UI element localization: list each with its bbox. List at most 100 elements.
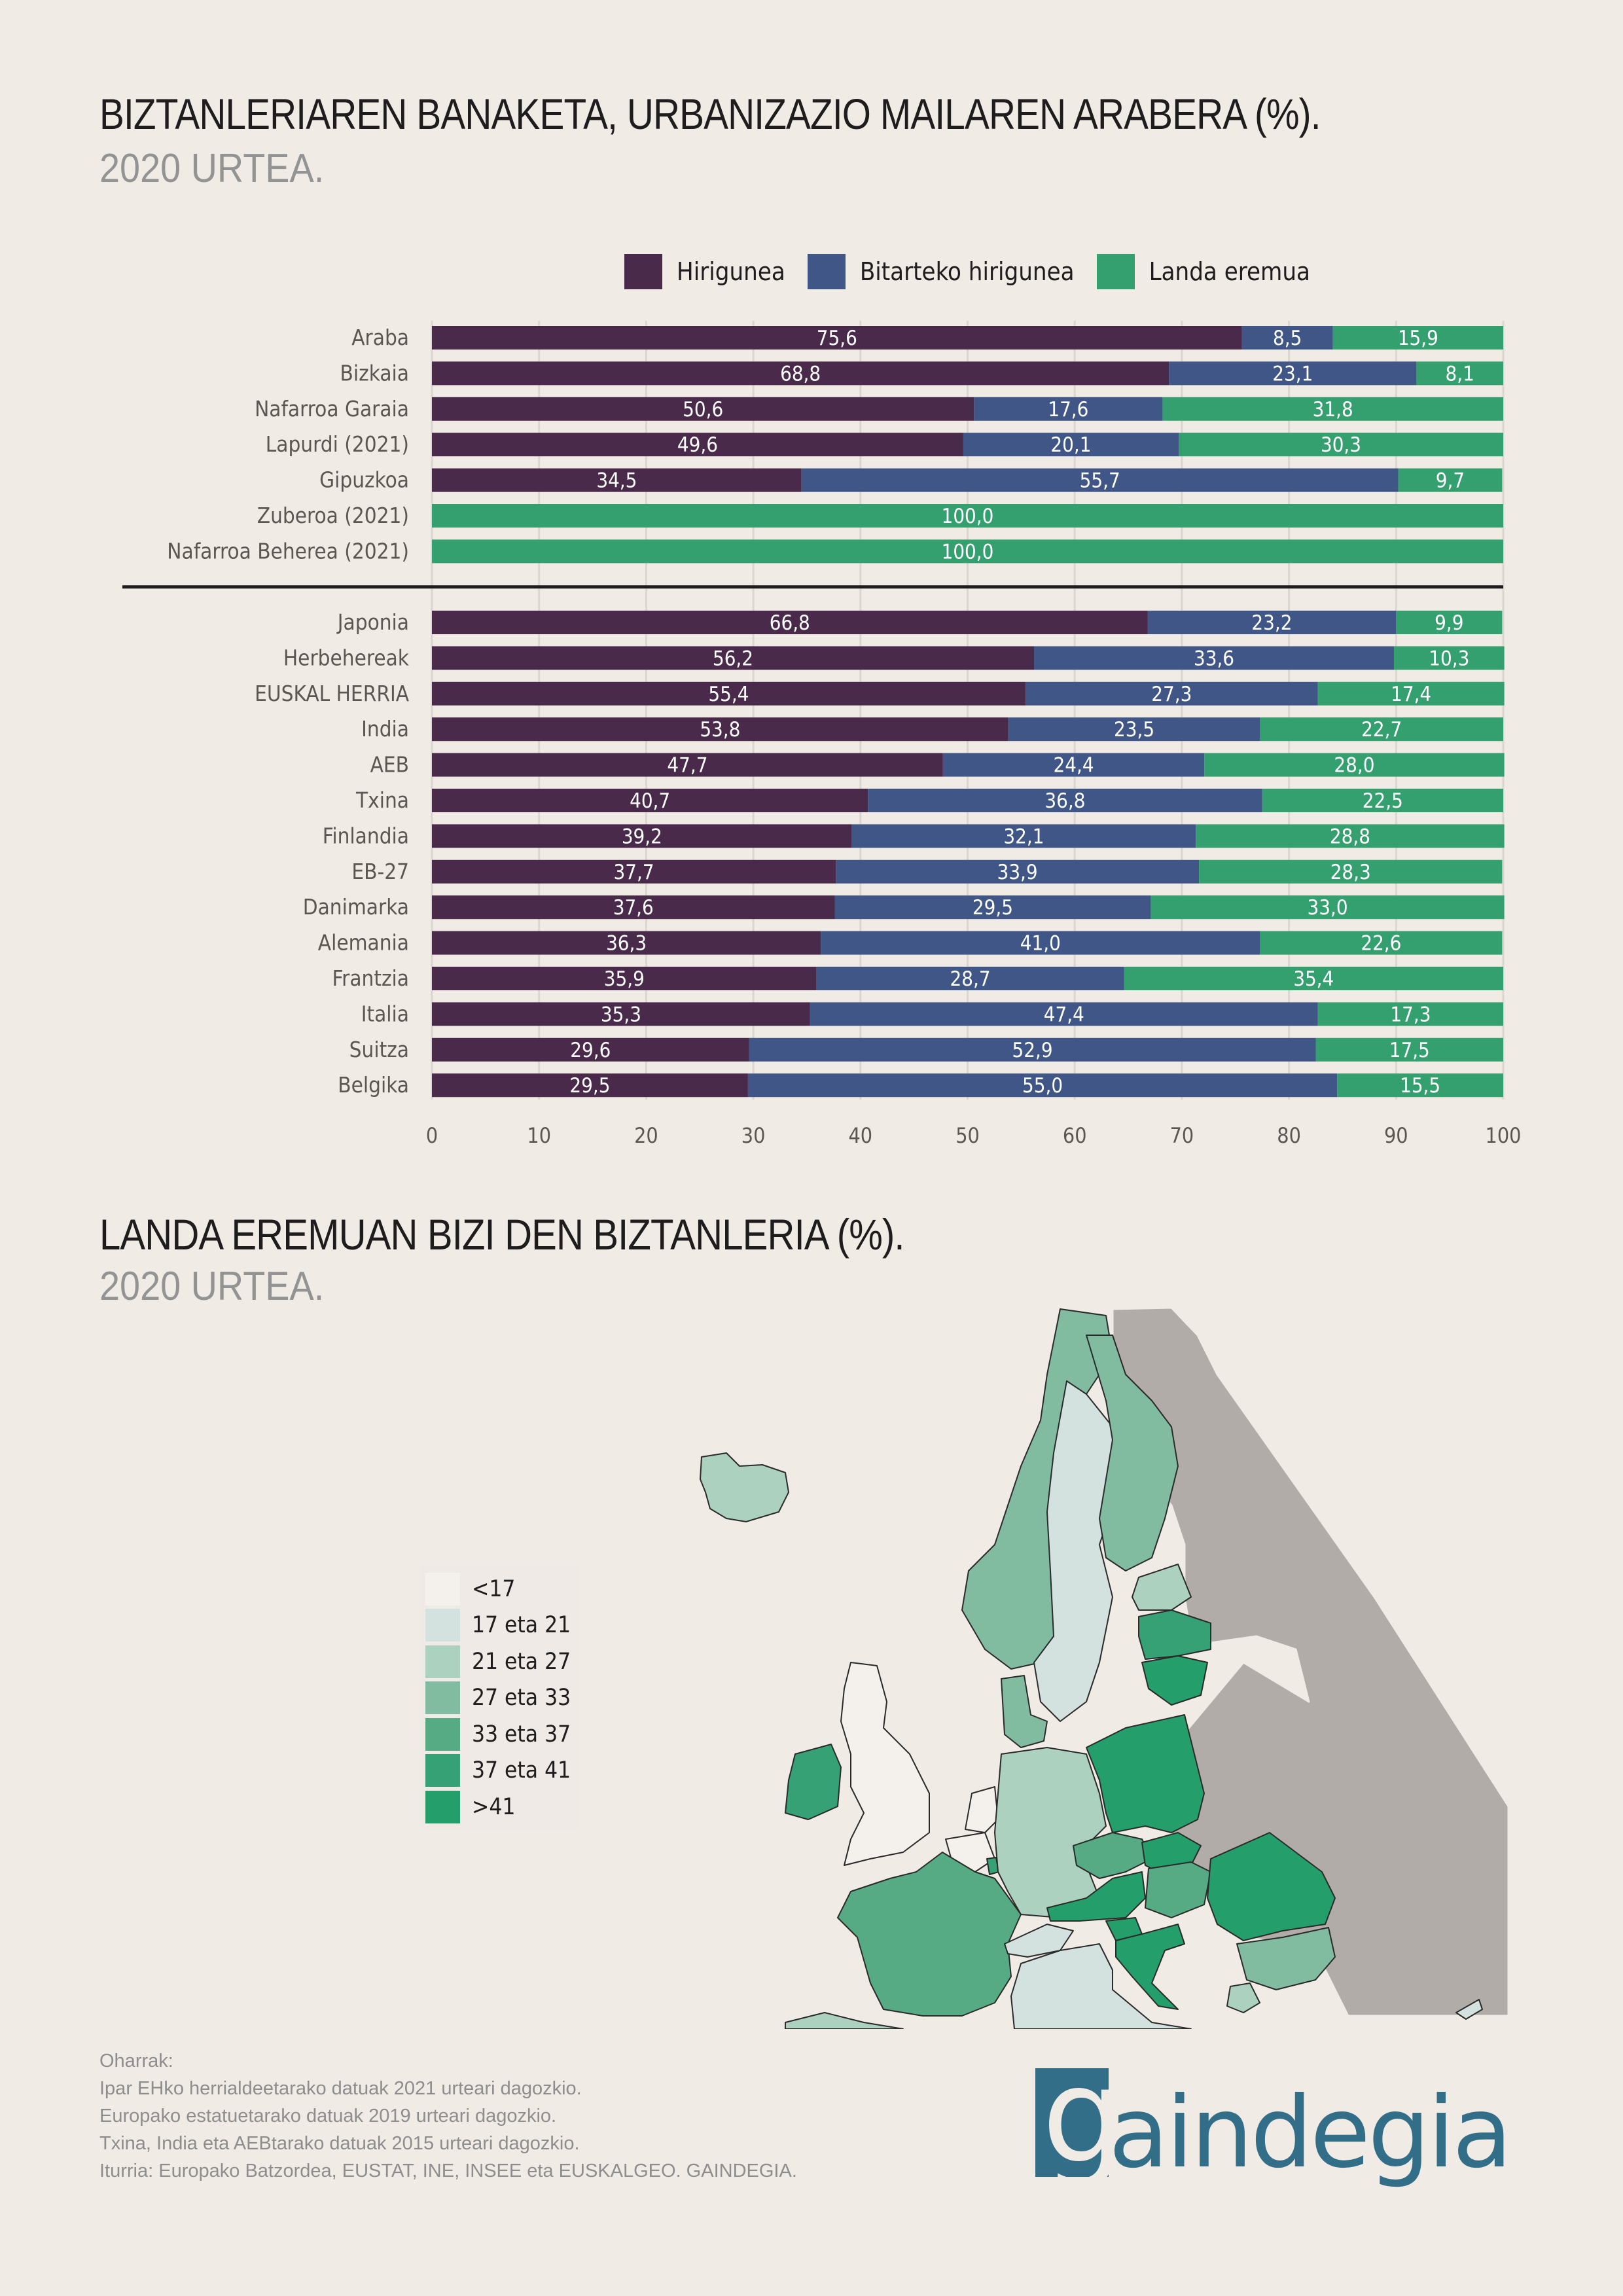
data-label: 68,8 [780, 362, 821, 386]
map-region-alemania [994, 1747, 1107, 1918]
map-region-kroazia [1115, 1924, 1185, 2010]
europe-choropleth-map [700, 1306, 1510, 2029]
bar-segment-landa-eremua [1317, 1002, 1503, 1026]
map-legend-label: <17 [472, 1575, 516, 1602]
category-label: Italia [361, 1001, 409, 1026]
map-legend-item: 27 eta 33 [425, 1680, 571, 1717]
data-label: 22,6 [1361, 932, 1401, 956]
data-label: 8,5 [1273, 327, 1302, 350]
notes-line: Ipar EHko herrialdeetarako datuak 2021 u… [99, 2078, 582, 2099]
notes-heading: Oharrak: [99, 2051, 173, 2072]
x-tick-label: 0 [426, 1123, 438, 1148]
category-label: Frantzia [332, 965, 409, 991]
bar-segment-bitarteko-hirigunea [836, 859, 1200, 884]
data-label: 23,1 [1272, 362, 1313, 386]
chart-title: BIZTANLERIAREN BANAKETA, URBANIZAZIO MAI… [99, 90, 1321, 138]
bar-segment-hirigunea [432, 1037, 749, 1062]
map-legend-label: 27 eta 33 [472, 1685, 571, 1712]
map-legend: <17 17 eta 21 21 eta 27 27 eta 33 33 eta 37 3… [420, 1566, 578, 1829]
bars: 75,6 8,5 15,9 68,8 23,1 8,1 50,6 17,6 31,8 49,6 20… [432, 326, 1505, 1098]
data-label: 24,4 [1054, 754, 1094, 778]
map-region-txekia [1073, 1832, 1152, 1879]
bar-segment-landa-eremua [1315, 1037, 1503, 1062]
data-label: 28,3 [1330, 861, 1371, 884]
map-region-danimarka [1001, 1675, 1048, 1748]
bar-segment-bitarteko-hirigunea [942, 753, 1205, 777]
category-label: Alemania [318, 930, 409, 956]
bar-segment-landa-eremua [1416, 361, 1503, 386]
map-legend-label: 21 eta 27 [472, 1648, 571, 1675]
map-region-lituania [1141, 1655, 1208, 1706]
x-tick-label: 100 [1486, 1123, 1522, 1148]
bar-segment-landa-eremua [432, 539, 1503, 564]
data-label: 100,0 [942, 540, 994, 564]
data-label: 29,6 [570, 1039, 611, 1062]
bar-segment-landa-eremua [1262, 789, 1503, 812]
category-label: Gipuzkoa [319, 467, 409, 493]
map-region-islandia [700, 1452, 789, 1522]
bar-segment-bitarteko-hirigunea [1147, 611, 1397, 634]
bar-segment-hirigunea [432, 967, 817, 990]
bar-segment-hirigunea [432, 433, 963, 457]
map-region-herbehereak [965, 1786, 999, 1833]
data-label: 30,3 [1321, 433, 1361, 457]
bar-segment-bitarteko-hirigunea [963, 433, 1179, 457]
x-axis: 0 10 20 30 40 50 60 70 80 90 100 [426, 1123, 1522, 1148]
bar-segment-hirigunea [432, 717, 1008, 742]
data-label: 23,5 [1114, 718, 1154, 742]
bar-segment-hirigunea [432, 326, 1242, 350]
bar-segment-landa-eremua [1178, 433, 1503, 457]
bar-segment-landa-eremua [1124, 967, 1503, 990]
category-label: Belgika [338, 1072, 409, 1098]
data-label: 35,9 [604, 967, 645, 991]
bar-segment-landa-eremua [1260, 717, 1503, 742]
map-legend-label: 37 eta 41 [472, 1757, 571, 1784]
map-legend-swatch [425, 1754, 460, 1787]
map-region-frantzia [837, 1852, 1022, 2017]
data-label: 15,9 [1398, 327, 1438, 350]
data-label: 34,5 [596, 469, 637, 493]
x-tick-label: 40 [848, 1123, 872, 1148]
bar-segment-hirigunea [432, 611, 1148, 634]
category-label: Herbehereak [283, 645, 410, 670]
data-label: 33,6 [1194, 647, 1234, 670]
map-legend-item: >41 [425, 1789, 571, 1825]
bar-segment-bitarteko-hirigunea [1033, 646, 1395, 670]
bar-segment-bitarteko-hirigunea [747, 1073, 1338, 1098]
data-label: 29,5 [972, 896, 1013, 920]
map-subtitle: 2020 URTEA. [99, 1264, 325, 1309]
data-label: 56,2 [713, 647, 753, 670]
data-label: 29,5 [569, 1074, 610, 1098]
chart-subtitle: 2020 URTEA. [99, 146, 325, 191]
data-label: 32,1 [1003, 825, 1044, 848]
notes-line: Europako estatuetarako datuak 2019 urtea… [99, 2106, 557, 2126]
map-region-erresuma-batua [840, 1662, 930, 1866]
map-region-espainia [785, 2012, 904, 2029]
data-label: 28,7 [950, 967, 991, 991]
data-label: 37,7 [614, 861, 654, 884]
data-label: 33,9 [997, 861, 1038, 884]
map-region-polonia [1086, 1714, 1205, 1833]
x-tick-label: 30 [741, 1123, 766, 1148]
category-label: Txina [355, 787, 409, 813]
map-legend-item: 17 eta 21 [425, 1607, 571, 1644]
map-region-austria [1046, 1871, 1146, 1922]
x-tick-label: 90 [1384, 1123, 1408, 1148]
bar-segment-bitarteko-hirigunea [1025, 681, 1318, 706]
bar-segment-hirigunea [432, 361, 1169, 386]
legend-label: Bitarteko hirigunea [859, 257, 1075, 286]
notes: Oharrak: Ipar EHko herrialdeetarako datu… [99, 2047, 797, 2185]
bar-segment-hirigunea [432, 931, 821, 955]
data-label: 9,9 [1435, 611, 1463, 635]
data-label: 36,3 [606, 932, 647, 956]
data-label: 52,9 [1012, 1039, 1052, 1062]
category-label: Danimarka [303, 894, 409, 920]
data-label: 53,8 [700, 718, 740, 742]
bar-segment-bitarteko-hirigunea [851, 824, 1196, 848]
category-label: Suitza [349, 1037, 409, 1062]
category-labels: Araba Bizkaia Nafarroa Garaia Lapurdi (2021… [167, 325, 410, 1098]
map-legend-swatch [425, 1717, 460, 1751]
map-legend-label: 33 eta 37 [472, 1721, 571, 1748]
category-label: EB-27 [351, 859, 409, 884]
bar-segment-landa-eremua [1337, 1073, 1503, 1098]
